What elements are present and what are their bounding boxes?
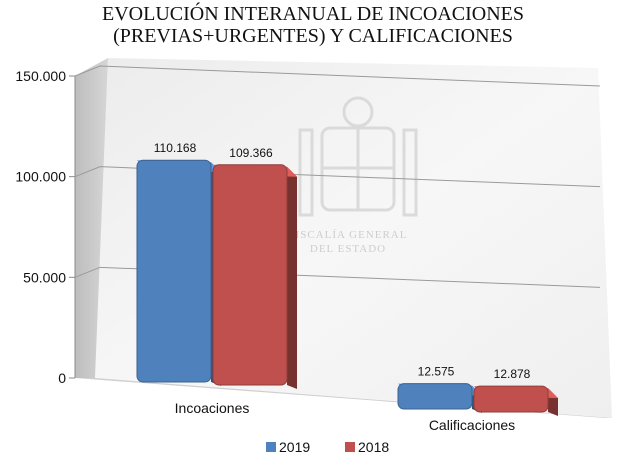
coat-of-arms-icon	[298, 96, 418, 217]
y-tick-label: 150.000	[15, 68, 66, 84]
legend-swatch-2019	[266, 442, 276, 452]
y-tick-label: 100.000	[15, 169, 66, 185]
chart-title-line-2: (PREVIAS+URGENTES) Y CALIFICACIONES	[113, 25, 513, 47]
legend-label-2019: 2019	[279, 439, 310, 455]
legend-swatch-2018	[345, 442, 355, 452]
data-label: 12.575	[418, 365, 455, 379]
bar-incoaciones-2019: 110.168	[136, 141, 221, 386]
legend: 2019 2018	[266, 439, 389, 455]
watermark-line-1: FISCALÍA GENERAL	[289, 229, 408, 241]
chart-title: EVOLUCIÓN INTERANUAL DE INCOACIONES (PRE…	[102, 1, 524, 47]
data-label: 110.168	[154, 141, 197, 155]
watermark-line-2: DEL ESTADO	[310, 243, 386, 255]
watermark: FISCALÍA GENERAL DEL ESTADO	[289, 96, 418, 255]
category-label: Incoaciones	[175, 400, 250, 416]
side-wall	[75, 58, 108, 378]
data-label: 12.878	[494, 367, 531, 381]
y-tick-label: 50.000	[23, 269, 66, 285]
data-label: 109.366	[229, 146, 273, 160]
y-tick-label: 0	[58, 370, 66, 386]
gridline	[74, 266, 601, 288]
gridline	[74, 166, 601, 188]
gridline	[74, 65, 601, 87]
category-label: Calificaciones	[429, 417, 515, 433]
chart-title-line-1: EVOLUCIÓN INTERANUAL DE INCOACIONES	[102, 1, 524, 25]
bar-incoaciones-2018: 109.366	[212, 146, 297, 389]
bar-calificaciones-2018: 12.878	[473, 367, 558, 416]
legend-label-2018: 2018	[358, 439, 389, 455]
